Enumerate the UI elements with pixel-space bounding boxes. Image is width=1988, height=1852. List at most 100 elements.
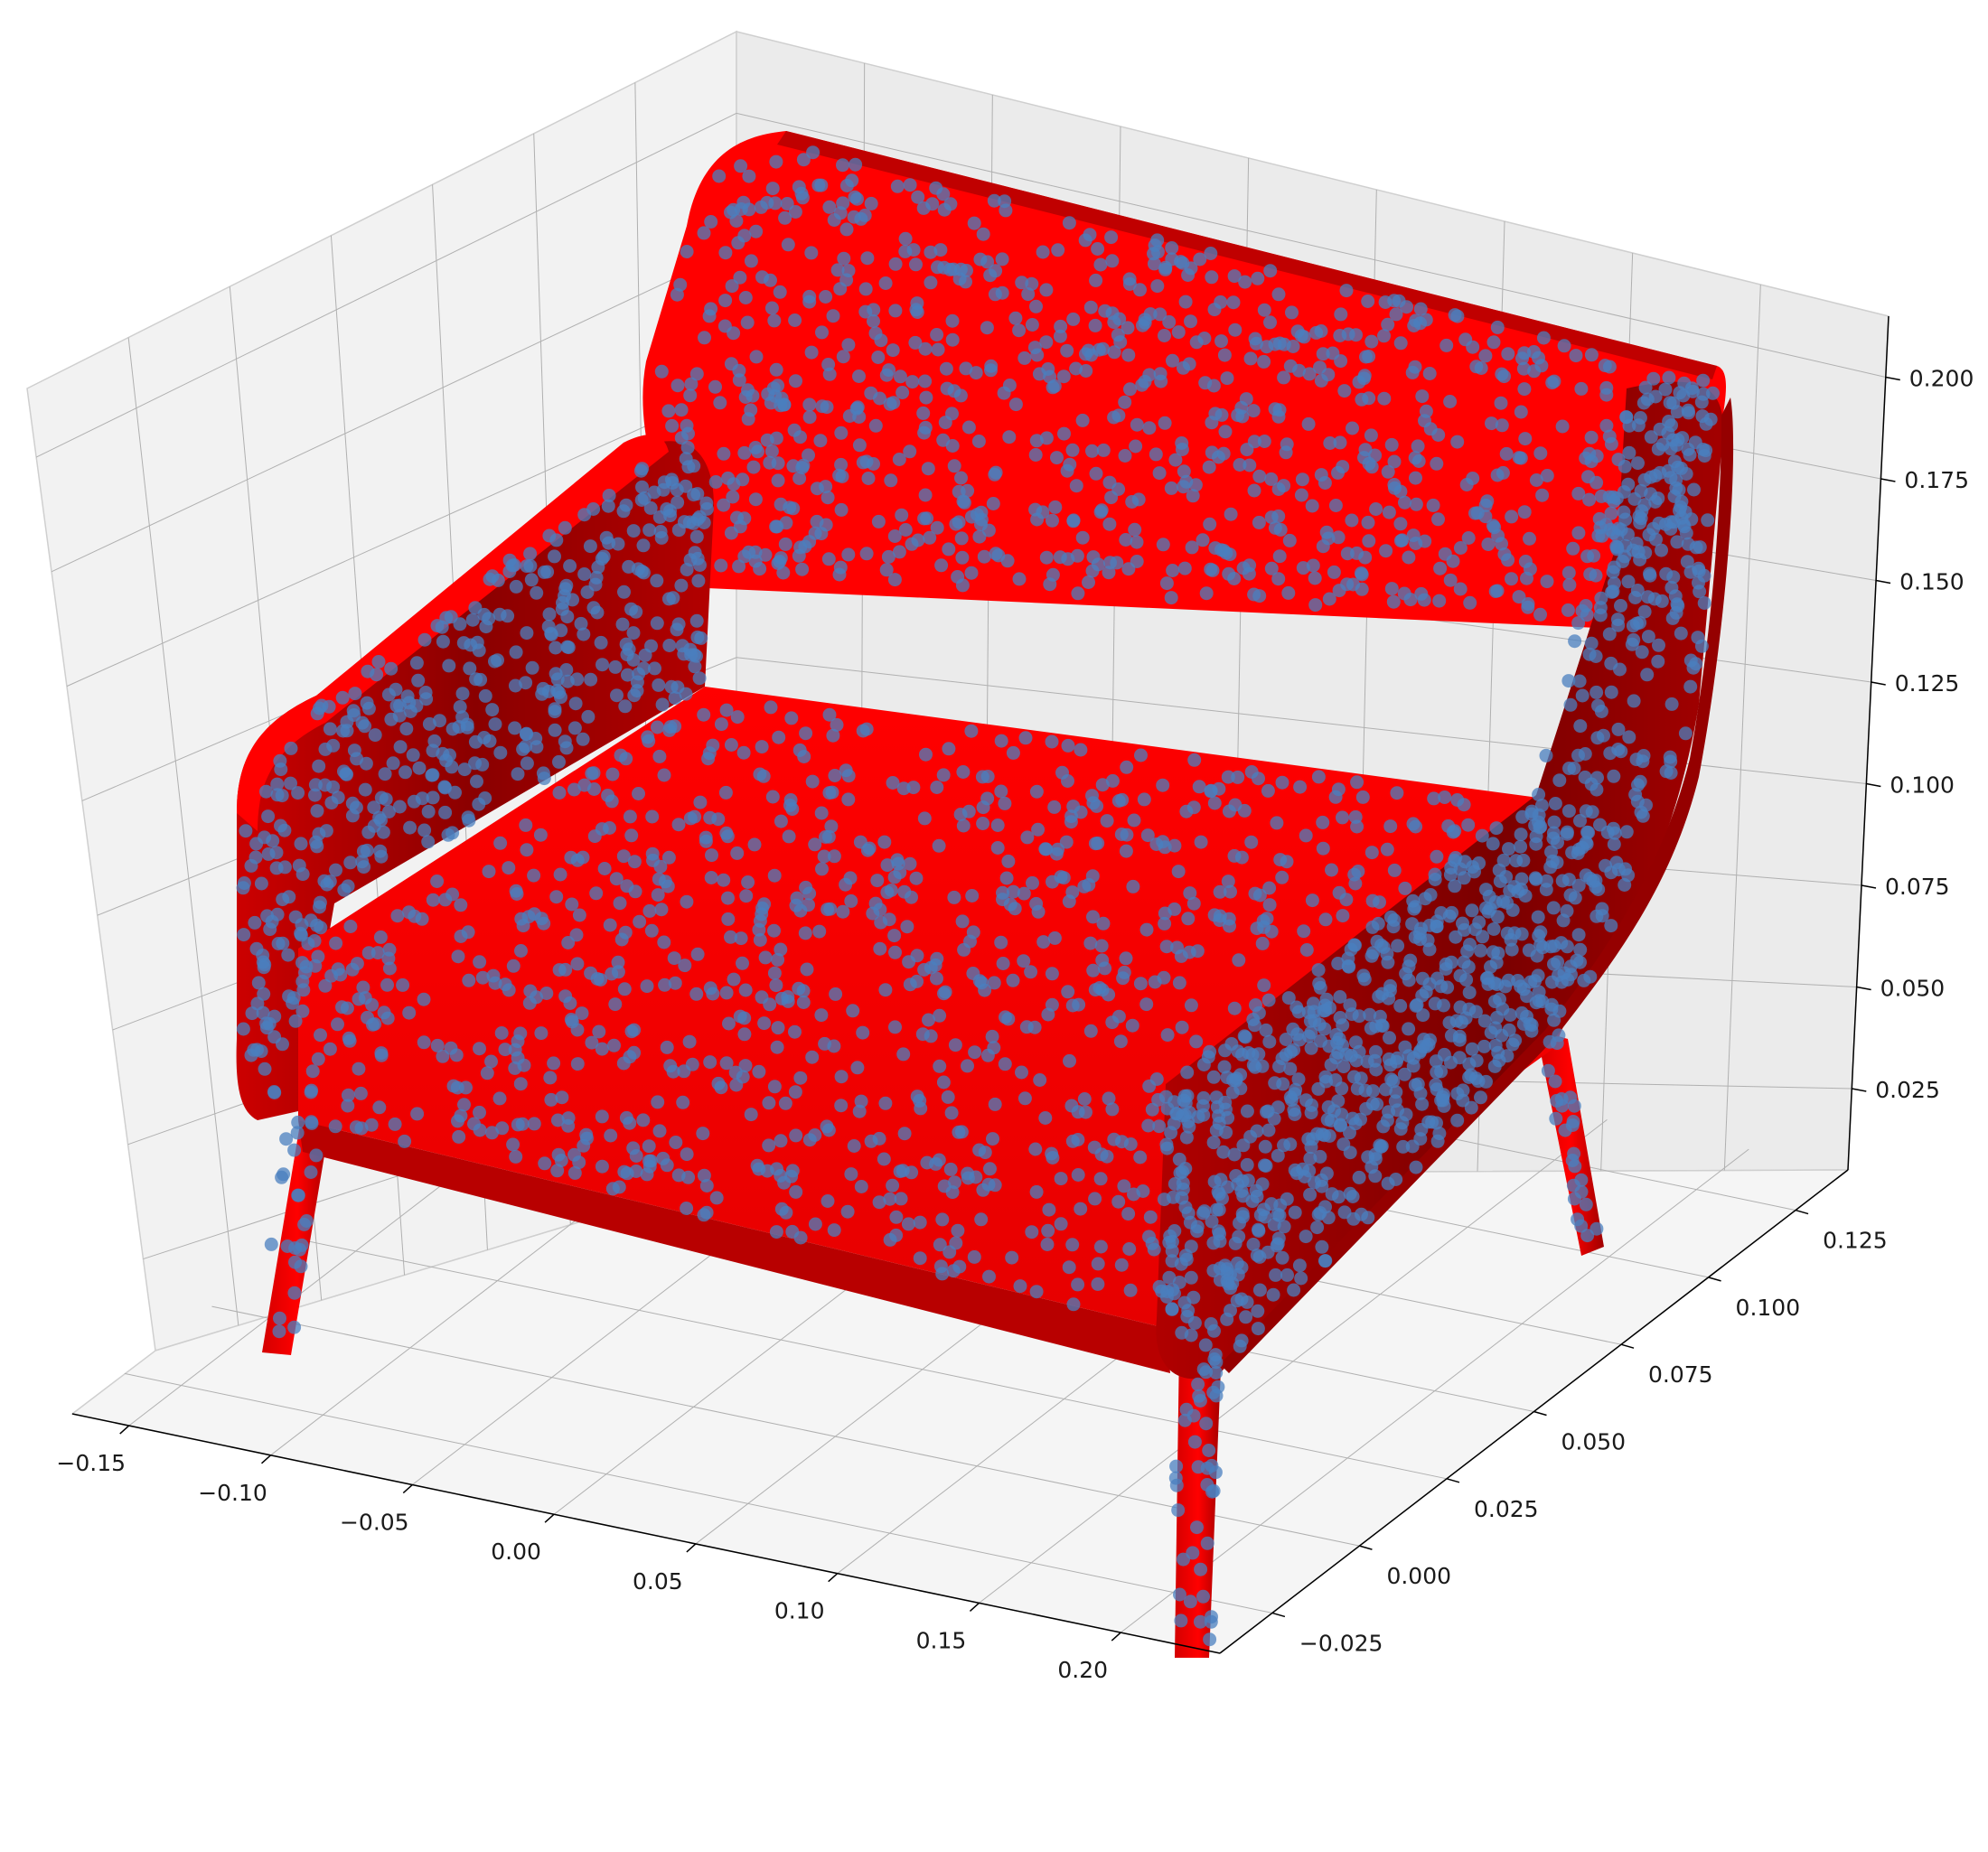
data-point — [1114, 1258, 1129, 1272]
data-point — [1159, 940, 1174, 954]
data-point — [762, 1138, 776, 1153]
data-point — [1408, 451, 1422, 465]
data-point — [1349, 328, 1363, 342]
data-point — [742, 202, 756, 217]
data-point — [764, 301, 779, 315]
data-point — [1248, 332, 1262, 346]
data-point — [1205, 1484, 1219, 1499]
data-point — [1581, 826, 1596, 839]
data-point — [1006, 884, 1020, 899]
data-point — [1697, 596, 1711, 610]
data-point — [1159, 576, 1174, 591]
data-point — [660, 502, 674, 516]
data-point — [654, 364, 669, 379]
data-point — [909, 871, 924, 885]
data-point — [1469, 1053, 1484, 1068]
data-point — [974, 976, 989, 990]
data-point — [959, 361, 973, 376]
data-point — [1627, 491, 1642, 506]
data-point — [1392, 294, 1406, 308]
z-tick-label: 0.025 — [1875, 1077, 1940, 1103]
seat-front — [298, 1120, 1170, 1373]
data-point — [589, 886, 604, 901]
data-point — [738, 1059, 753, 1073]
data-point — [952, 1259, 967, 1274]
data-point — [1071, 1277, 1085, 1292]
data-point — [1477, 1039, 1491, 1053]
data-point — [1096, 916, 1111, 931]
data-point — [254, 876, 268, 891]
data-point — [1364, 1021, 1378, 1035]
data-point — [1116, 971, 1130, 986]
data-point — [393, 740, 408, 754]
data-point — [1406, 817, 1421, 831]
data-point — [943, 1162, 958, 1176]
data-point — [714, 558, 728, 573]
data-point — [1621, 477, 1636, 491]
data-point — [492, 607, 507, 622]
data-point — [548, 549, 561, 564]
data-point — [1633, 615, 1647, 630]
data-point — [1271, 572, 1286, 586]
data-point — [1633, 774, 1647, 789]
data-point — [668, 691, 682, 706]
data-point — [906, 781, 921, 795]
data-point — [769, 362, 783, 377]
data-point — [1602, 627, 1617, 641]
data-point — [980, 1048, 995, 1062]
y-gridline-wall — [127, 337, 239, 1326]
data-point — [370, 946, 385, 960]
data-point — [704, 215, 718, 229]
data-point — [1637, 498, 1652, 512]
data-point — [1606, 490, 1620, 504]
data-point — [755, 270, 769, 285]
data-point — [1293, 780, 1308, 794]
data-point — [1479, 883, 1493, 897]
data-point — [1664, 471, 1678, 485]
data-point — [854, 1180, 868, 1193]
data-point — [1045, 967, 1059, 981]
data-point — [626, 524, 641, 538]
data-point — [836, 158, 849, 173]
data-point — [1251, 1322, 1265, 1336]
data-point — [1240, 443, 1254, 457]
data-point — [1048, 500, 1063, 514]
data-point — [774, 551, 788, 566]
data-point — [367, 800, 381, 815]
data-point — [1346, 1211, 1361, 1226]
data-point — [314, 1028, 327, 1043]
data-point — [954, 531, 969, 546]
data-point — [1481, 904, 1496, 919]
data-point — [1604, 865, 1618, 880]
data-point — [1439, 957, 1453, 971]
data-point — [1139, 997, 1154, 1012]
data-point — [245, 1006, 259, 1021]
data-point — [790, 891, 804, 905]
data-point — [1122, 1242, 1137, 1256]
data-point — [259, 784, 273, 799]
data-point — [1666, 515, 1681, 529]
data-point — [617, 585, 631, 599]
z-tick-label: 0.150 — [1899, 569, 1965, 595]
data-point — [699, 1179, 714, 1193]
data-point — [1246, 1013, 1261, 1026]
data-point — [380, 977, 394, 992]
data-point — [1227, 269, 1242, 284]
data-point — [1234, 1292, 1249, 1306]
data-point — [961, 1059, 974, 1073]
data-point — [859, 722, 874, 736]
data-point — [295, 956, 309, 970]
data-point — [563, 559, 577, 573]
data-point — [1437, 998, 1450, 1013]
data-point — [1102, 987, 1116, 1002]
data-point — [1207, 908, 1222, 922]
data-point — [422, 716, 436, 731]
data-point — [867, 314, 880, 328]
data-point — [559, 663, 574, 677]
data-point — [836, 904, 850, 919]
data-point — [389, 682, 403, 697]
data-point — [381, 951, 396, 966]
data-point — [1261, 993, 1276, 1007]
data-point — [1283, 1062, 1298, 1076]
data-point — [588, 577, 603, 592]
